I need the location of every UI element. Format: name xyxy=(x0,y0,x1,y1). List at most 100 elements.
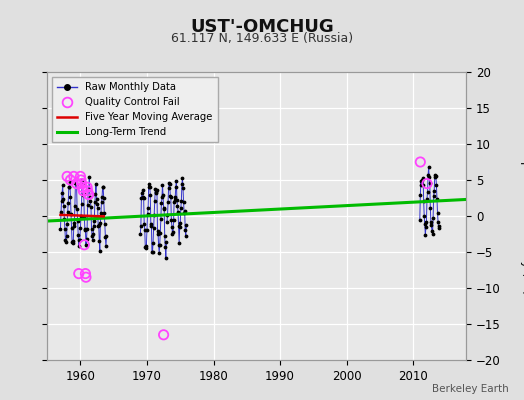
Point xyxy=(56,226,64,232)
Point xyxy=(433,196,441,202)
Point xyxy=(179,199,188,205)
Point xyxy=(162,239,171,246)
Point xyxy=(172,178,181,184)
Point xyxy=(432,182,441,189)
Point xyxy=(64,200,72,206)
Point xyxy=(91,191,100,197)
Point xyxy=(167,194,175,200)
Point xyxy=(83,188,92,194)
Point xyxy=(431,172,440,178)
Point xyxy=(180,210,188,217)
Point xyxy=(163,212,172,219)
Point xyxy=(64,184,73,190)
Point xyxy=(161,255,170,261)
Point xyxy=(174,209,182,215)
Point xyxy=(137,194,146,201)
Point xyxy=(140,220,148,227)
Point xyxy=(170,197,179,204)
Point xyxy=(63,173,71,180)
Point xyxy=(70,173,78,180)
Point xyxy=(97,199,106,205)
Point xyxy=(96,219,105,226)
Point xyxy=(427,222,435,229)
Point xyxy=(76,173,84,180)
Point xyxy=(137,222,145,229)
Point xyxy=(70,220,79,226)
Point xyxy=(433,210,442,216)
Point xyxy=(142,242,150,249)
Point xyxy=(169,229,177,236)
Point xyxy=(72,180,81,187)
Point xyxy=(178,181,186,188)
Point xyxy=(182,222,191,228)
Point xyxy=(177,205,185,212)
Point xyxy=(419,175,427,181)
Point xyxy=(102,233,111,239)
Point xyxy=(417,178,425,184)
Point xyxy=(79,180,87,187)
Point xyxy=(78,177,86,183)
Point xyxy=(61,226,69,232)
Point xyxy=(181,227,189,234)
Text: UST'-OMCHUG: UST'-OMCHUG xyxy=(190,18,334,36)
Point xyxy=(146,192,155,198)
Point xyxy=(418,182,427,188)
Point xyxy=(78,184,86,190)
Point xyxy=(427,219,435,225)
Point xyxy=(66,179,74,185)
Point xyxy=(158,182,167,188)
Point xyxy=(83,202,92,208)
Point xyxy=(167,217,176,224)
Point xyxy=(86,198,95,204)
Point xyxy=(67,210,75,217)
Point xyxy=(151,186,159,192)
Point xyxy=(85,194,94,200)
Point xyxy=(150,212,158,218)
Point xyxy=(143,227,151,234)
Point xyxy=(80,191,88,197)
Point xyxy=(165,185,173,192)
Point xyxy=(420,198,428,204)
Point xyxy=(161,244,169,250)
Point xyxy=(160,204,168,211)
Point xyxy=(90,223,98,230)
Point xyxy=(180,208,189,214)
Point xyxy=(69,240,78,246)
Point xyxy=(81,270,90,277)
Point xyxy=(139,194,147,200)
Point xyxy=(89,231,97,237)
Point xyxy=(81,226,89,232)
Point xyxy=(94,222,102,229)
Point xyxy=(176,220,184,226)
Point xyxy=(65,184,73,190)
Point xyxy=(76,224,84,231)
Point xyxy=(58,198,66,204)
Point xyxy=(69,237,77,244)
Point xyxy=(420,213,429,220)
Point xyxy=(171,194,179,200)
Point xyxy=(425,180,434,186)
Point xyxy=(93,205,102,211)
Point xyxy=(60,202,68,209)
Point xyxy=(100,210,108,217)
Point xyxy=(84,191,92,198)
Point xyxy=(417,182,425,188)
Point xyxy=(428,230,436,237)
Point xyxy=(60,216,69,222)
Point xyxy=(423,189,432,195)
Point xyxy=(61,237,70,243)
Point xyxy=(73,206,81,212)
Point xyxy=(63,221,71,227)
Point xyxy=(176,224,184,231)
Point xyxy=(75,237,83,243)
Point xyxy=(138,190,146,196)
Point xyxy=(159,332,168,338)
Point xyxy=(72,176,80,182)
Point xyxy=(150,198,159,204)
Point xyxy=(155,242,163,248)
Point xyxy=(154,231,162,238)
Point xyxy=(90,218,99,224)
Point xyxy=(149,240,157,246)
Point xyxy=(182,233,190,240)
Point xyxy=(141,244,149,250)
